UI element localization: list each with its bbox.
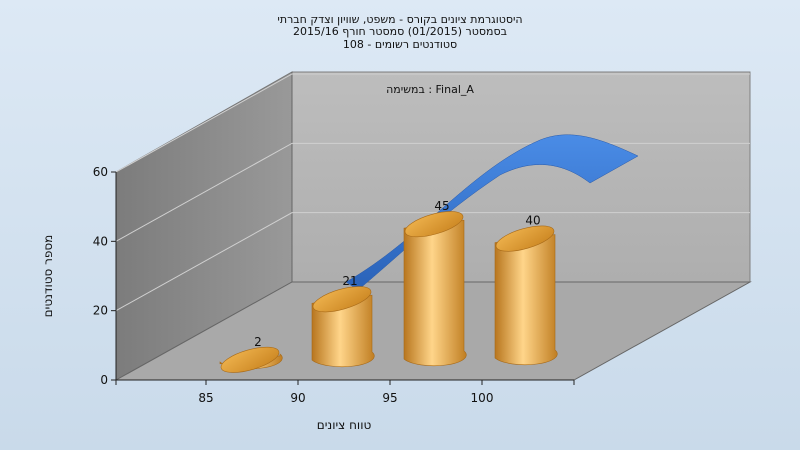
chart-title-line-2: בסמסטר (01/2015) סמסטר חורף 2015/16 bbox=[293, 25, 507, 38]
chart-title: היסטוגרמת ציונים בקורס - משפט, שוויון וצ… bbox=[277, 13, 522, 51]
bar: 21 bbox=[311, 274, 375, 368]
chart-title-line-3: סטודנטים רשומים - 108 bbox=[343, 38, 457, 51]
gridline bbox=[115, 212, 750, 312]
x-axis: 85 90 95 100 bbox=[115, 379, 575, 405]
bar: 2 bbox=[219, 335, 283, 373]
bar: 45 bbox=[403, 199, 467, 367]
bar: 40 bbox=[494, 214, 558, 366]
data-label: 21 bbox=[342, 274, 357, 288]
data-label: 2 bbox=[254, 335, 262, 349]
y-axis: 0 20 40 60 bbox=[93, 165, 117, 387]
x-tick-label: 85 bbox=[198, 391, 213, 405]
x-tick-label: 90 bbox=[290, 391, 305, 405]
y-axis-label: מספר סטודנטים bbox=[41, 235, 55, 318]
y-tick-label: 60 bbox=[93, 165, 108, 179]
bars: 2 21 45 40 bbox=[219, 199, 558, 373]
bar-cap bbox=[404, 211, 464, 238]
gridline bbox=[115, 73, 750, 173]
chart-title-line-1: היסטוגרמת ציונים בקורס - משפט, שוויון וצ… bbox=[277, 13, 522, 26]
bar-body bbox=[403, 219, 467, 367]
y-tick-label: 20 bbox=[93, 304, 108, 318]
x-axis-label: טווח ציונים bbox=[317, 418, 372, 432]
bar-body bbox=[494, 234, 558, 366]
y-tick-label: 0 bbox=[100, 373, 108, 387]
task-label: במשימה : Final_A bbox=[386, 83, 474, 96]
x-tick-label: 95 bbox=[382, 391, 397, 405]
data-label: 45 bbox=[434, 199, 449, 213]
bar-cap bbox=[312, 286, 372, 313]
x-tick-label: 100 bbox=[471, 391, 494, 405]
data-label: 40 bbox=[525, 214, 540, 228]
bar-cap bbox=[495, 225, 555, 252]
bar-cap bbox=[220, 346, 280, 373]
y-tick-label: 40 bbox=[93, 234, 108, 248]
bar-body bbox=[311, 294, 375, 368]
